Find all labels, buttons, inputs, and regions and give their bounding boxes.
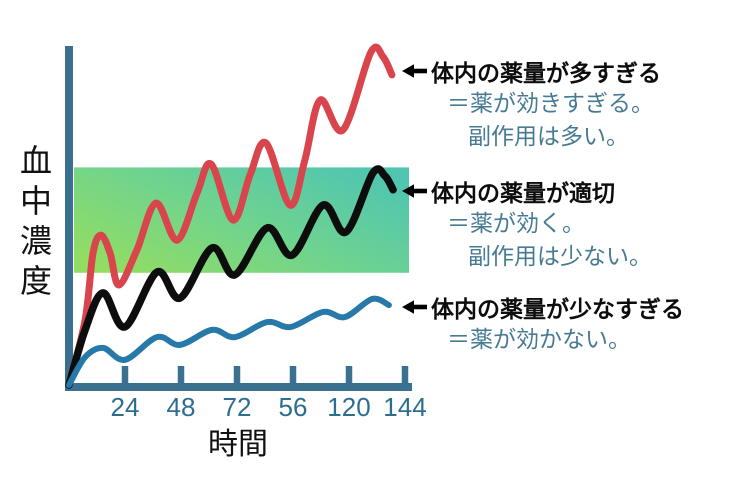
annotation-too-little: 体内の薬量が少なすぎる ＝薬が効かない。 [402, 290, 684, 389]
curve-too-little [66, 295, 392, 388]
curve-too-much [65, 43, 396, 389]
x-tick-label: 72 [222, 392, 252, 422]
axes [65, 46, 412, 391]
annotation-too-much-effect: ＝薬が効きすぎる。 [447, 90, 654, 116]
annotation-too-much: 体内の薬量が多すぎる ＝薬が効きすぎる。 副作用は多い。 [402, 54, 661, 153]
left-arrow-icon [402, 183, 427, 198]
x-tick-label: 24 [110, 392, 140, 422]
annotation-too-little-title: 体内の薬量が少なすぎる [431, 295, 684, 322]
annotation-appropriate-effect: ＝薬が効く。 [447, 210, 585, 236]
x-tick-label: 48 [166, 392, 196, 422]
annotation-appropriate-side-effect: 副作用は少ない。 [468, 243, 652, 269]
left-arrow-icon [402, 63, 427, 78]
x-tick-label: 56 [278, 392, 308, 422]
x-axis-label: 時間 [208, 428, 268, 461]
x-tick-label: 144 [383, 392, 427, 422]
curve-appropriate [65, 165, 397, 389]
therapeutic-range-band [74, 167, 409, 273]
left-arrow-icon [402, 299, 427, 314]
curves [65, 43, 397, 389]
x-tick-label: 120 [327, 392, 371, 422]
annotation-too-much-side-effect: 副作用は多い。 [468, 123, 629, 149]
annotation-too-little-line3 [402, 356, 684, 389]
y-axis-label: 血中濃度 [16, 144, 52, 304]
annotation-too-little-effect: ＝薬が効かない。 [447, 326, 631, 352]
annotation-appropriate-title: 体内の薬量が適切 [431, 179, 615, 206]
annotation-too-much-title: 体内の薬量が多すぎる [431, 59, 661, 86]
annotation-appropriate: 体内の薬量が適切 ＝薬が効く。 副作用は少ない。 [402, 174, 652, 273]
